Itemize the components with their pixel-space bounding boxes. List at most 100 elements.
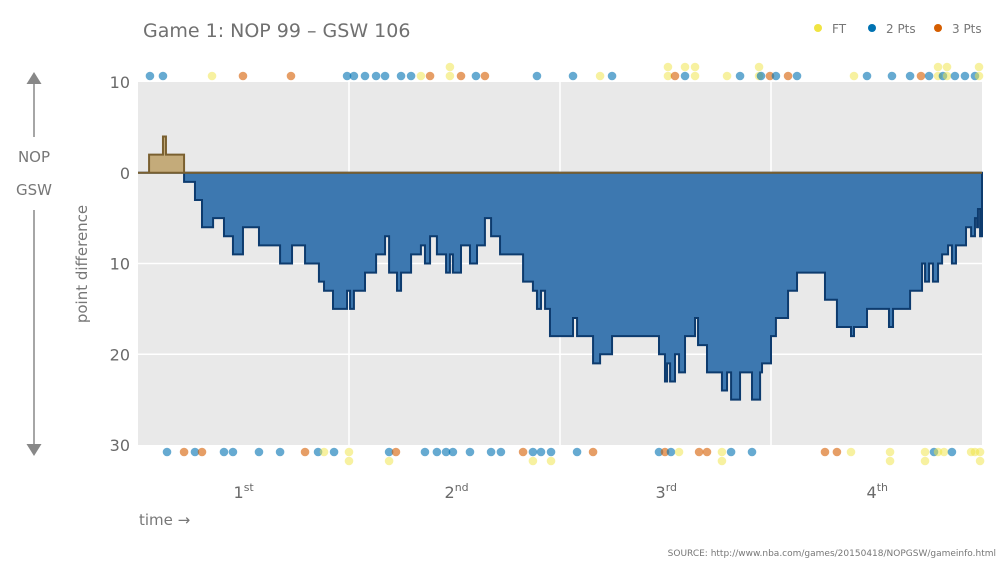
nop-score-dot xyxy=(974,71,984,81)
gsw-score-dot xyxy=(432,447,442,457)
nop-score-dot xyxy=(862,71,872,81)
differential-areas xyxy=(138,135,983,401)
team-top-label: NOP xyxy=(18,148,50,166)
gsw-score-dot xyxy=(660,447,670,457)
nop-score-dot xyxy=(924,71,934,81)
x-axis-label: time → xyxy=(139,511,190,529)
nop-score-dot xyxy=(950,71,960,81)
nop-score-dot xyxy=(607,71,617,81)
nop-score-dot xyxy=(942,62,952,72)
gsw-score-dot xyxy=(546,447,556,457)
nop-score-dot xyxy=(670,71,680,81)
nop-score-dot xyxy=(416,71,426,81)
gsw-score-dot xyxy=(832,447,842,457)
team-bottom-label: GSW xyxy=(16,181,52,199)
nop-score-dot xyxy=(238,71,248,81)
nop-score-dot xyxy=(360,71,370,81)
gsw-score-dot xyxy=(588,447,598,457)
gsw-score-dot xyxy=(465,447,475,457)
gsw-score-dot xyxy=(197,447,207,457)
nop-score-dot xyxy=(783,71,793,81)
gsw-score-dot xyxy=(319,447,329,457)
gsw-lead-area xyxy=(138,171,983,401)
nop-score-dot xyxy=(595,71,605,81)
nop-score-dot xyxy=(342,71,352,81)
gsw-score-dot xyxy=(920,447,930,457)
gsw-score-dot xyxy=(975,456,985,466)
gsw-score-dot xyxy=(717,447,727,457)
gsw-score-dot xyxy=(933,447,943,457)
nop-score-dot xyxy=(735,71,745,81)
gsw-score-dot xyxy=(190,447,200,457)
y-axis-label: point difference xyxy=(73,205,91,323)
nop-score-dot xyxy=(942,71,952,81)
nop-score-dot xyxy=(207,71,217,81)
nop-score-dot xyxy=(568,71,578,81)
legend-label: 2 Pts xyxy=(886,22,916,36)
nop-score-dot xyxy=(756,71,766,81)
gsw-score-dot xyxy=(939,447,949,457)
nop-score-dot xyxy=(349,71,359,81)
legend-marker xyxy=(814,24,822,32)
nop-score-dot xyxy=(690,62,700,72)
gsw-score-dot xyxy=(162,447,172,457)
nop-score-dot xyxy=(445,62,455,72)
gsw-score-dot xyxy=(846,447,856,457)
gsw-score-dot xyxy=(391,447,401,457)
y-tick-label: 10 xyxy=(110,255,130,274)
nop-score-dot xyxy=(286,71,296,81)
gsw-score-dot xyxy=(300,447,310,457)
gsw-score-dot xyxy=(674,447,684,457)
nop-score-dot xyxy=(663,62,673,72)
nop-lead-area xyxy=(138,135,982,174)
gsw-score-dot xyxy=(179,447,189,457)
legend-label: FT xyxy=(832,22,847,36)
gsw-score-dot xyxy=(820,447,830,457)
nop-score-dot xyxy=(974,62,984,72)
quarter-label: 1st xyxy=(234,481,255,502)
nop-score-dot xyxy=(722,71,732,81)
gsw-score-dot xyxy=(747,447,757,457)
y-tick-label: 0 xyxy=(120,164,130,183)
gsw-score-dot xyxy=(496,447,506,457)
nop-score-dot xyxy=(406,71,416,81)
nop-score-dot xyxy=(680,71,690,81)
nop-score-dot xyxy=(765,71,775,81)
gsw-score-dot xyxy=(344,447,354,457)
nop-score-dot xyxy=(663,71,673,81)
gsw-score-dot xyxy=(920,456,930,466)
gsw-score-dot xyxy=(384,447,394,457)
legend-label: 3 Pts xyxy=(952,22,982,36)
gsw-score-dot xyxy=(536,447,546,457)
y-tick-label: 20 xyxy=(110,345,130,364)
nop-score-dot xyxy=(396,71,406,81)
nop-score-dot xyxy=(933,62,943,72)
gsw-score-dot xyxy=(420,447,430,457)
legend-marker xyxy=(934,24,942,32)
gsw-score-dot xyxy=(528,456,538,466)
nop-score-dot xyxy=(480,71,490,81)
gsw-score-dot xyxy=(666,447,676,457)
gsw-score-dot xyxy=(947,447,957,457)
nop-score-dot xyxy=(960,71,970,81)
quarter-label: 3rd xyxy=(656,481,678,502)
nop-score-dot xyxy=(905,71,915,81)
gsw-score-dot xyxy=(546,456,556,466)
nop-score-dot xyxy=(380,71,390,81)
gsw-score-dot xyxy=(219,447,229,457)
gsw-score-dot xyxy=(694,447,704,457)
gsw-score-dot xyxy=(329,447,339,457)
source-note: SOURCE: http://www.nba.com/games/2015041… xyxy=(668,549,996,559)
nop-score-dot xyxy=(792,71,802,81)
gsw-score-dot xyxy=(384,456,394,466)
nop-score-dot xyxy=(916,71,926,81)
gsw-score-dot xyxy=(528,447,538,457)
gsw-score-dot xyxy=(254,447,264,457)
scoring-dots xyxy=(145,62,985,466)
nop-score-dot xyxy=(145,71,155,81)
gsw-score-dot xyxy=(518,447,528,457)
gsw-score-dot xyxy=(313,447,323,457)
legend: FT 2 Pts 3 Pts xyxy=(814,22,982,36)
nop-score-dot xyxy=(849,71,859,81)
